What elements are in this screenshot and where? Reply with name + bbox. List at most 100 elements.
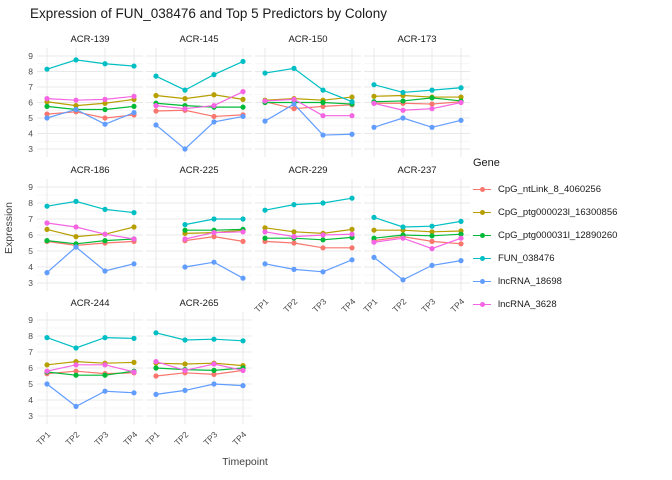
data-point xyxy=(131,210,137,216)
series-points-FUN_038476 xyxy=(262,195,355,213)
series-points-FUN_038476 xyxy=(371,214,464,230)
series-points-lncRNA_3628 xyxy=(44,362,137,375)
series-line-CpG_ptg000031l_12890260 xyxy=(373,97,462,103)
series-points-lncRNA_18698 xyxy=(44,381,137,409)
x-tick-label: TP2 xyxy=(63,429,81,447)
series-line-CpG_ntLink_8_4060256 xyxy=(373,235,462,245)
data-point xyxy=(131,261,137,267)
x-axis-title: Timepoint xyxy=(222,456,268,468)
data-point xyxy=(211,234,217,240)
series-line-FUN_038476 xyxy=(373,216,462,228)
data-point xyxy=(349,231,355,237)
data-point xyxy=(371,239,377,245)
data-point xyxy=(153,365,159,371)
data-point xyxy=(44,226,50,232)
data-point xyxy=(400,224,406,230)
data-point xyxy=(102,100,108,106)
legend-entries: CpG_ntLink_8_4060256 CpG_ptg000023l_16300… xyxy=(473,178,617,316)
facet-ACR-186: ACR-186 3 4 5 6 7 8 9 xyxy=(28,165,143,291)
data-point xyxy=(102,372,108,378)
series-line-CpG_ptg000031l_12890260 xyxy=(265,101,353,105)
plot-title: Expression of FUN_038476 and Top 5 Predi… xyxy=(30,6,387,21)
series-points-lncRNA_18698 xyxy=(44,244,137,276)
facet-title: ACR-145 xyxy=(179,34,218,45)
data-point xyxy=(73,403,79,409)
y-tick-label: 5 xyxy=(28,379,33,389)
x-tick-label: TP3 xyxy=(419,296,437,314)
series-points-lncRNA_18698 xyxy=(371,254,464,283)
series-points-FUN_038476 xyxy=(44,335,137,351)
data-point xyxy=(131,63,137,69)
legend-key-icon xyxy=(473,277,491,287)
legend-key-icon xyxy=(473,231,491,241)
data-point xyxy=(211,336,217,342)
y-tick-label: 7 xyxy=(28,214,33,224)
data-point xyxy=(320,245,326,251)
data-point xyxy=(131,93,137,99)
series-line-CpG_ptg000023l_16300856 xyxy=(155,94,244,100)
series-line-lncRNA_3628 xyxy=(373,237,462,250)
series-points-CpG_ptg000031l_12890260 xyxy=(371,231,464,241)
series-line-FUN_038476 xyxy=(264,197,353,211)
data-point xyxy=(182,87,188,93)
data-point xyxy=(44,66,50,72)
legend-entry: FUN_038476 xyxy=(473,247,617,270)
data-point xyxy=(240,104,246,110)
series-line-FUN_038476 xyxy=(46,336,135,349)
data-point xyxy=(102,388,108,394)
data-point xyxy=(349,195,355,201)
x-tick-label: TP1 xyxy=(34,429,52,447)
x-tick-label: TP1 xyxy=(143,429,161,447)
data-point xyxy=(44,96,50,102)
series-line-lncRNA_18698 xyxy=(373,256,462,281)
data-point xyxy=(211,216,217,222)
series-line-CpG_ptg000031l_12890260 xyxy=(46,370,135,376)
x-tick-label: TP4 xyxy=(339,296,357,314)
y-tick-label: 5 xyxy=(28,113,33,123)
data-point xyxy=(429,223,435,229)
data-point xyxy=(371,227,377,233)
series-line-CpG_ptg000031l_12890260 xyxy=(155,102,243,108)
data-point xyxy=(458,231,464,237)
legend-title: Gene xyxy=(473,157,500,169)
series-line-CpG_ptg000031l_12890260 xyxy=(373,233,462,239)
data-point xyxy=(73,103,79,109)
data-point xyxy=(44,220,50,226)
series-line-CpG_ptg000023l_16300856 xyxy=(46,226,135,238)
data-point xyxy=(44,238,50,244)
data-point xyxy=(102,106,108,113)
data-point xyxy=(291,65,297,71)
series-points-FUN_038476 xyxy=(44,198,137,216)
data-point xyxy=(131,103,137,109)
data-point xyxy=(320,87,326,93)
data-point xyxy=(429,233,435,239)
data-point xyxy=(211,361,217,367)
data-point xyxy=(182,227,188,233)
y-tick-label: 9 xyxy=(28,182,33,192)
data-point xyxy=(262,70,268,76)
series-line-CpG_ntLink_8_4060256 xyxy=(155,369,244,377)
facet-title: ACR-225 xyxy=(179,165,218,176)
y-tick-label: 8 xyxy=(28,198,33,208)
data-point xyxy=(102,231,108,237)
data-point xyxy=(44,381,50,387)
series-line-FUN_038476 xyxy=(155,332,244,342)
data-point xyxy=(320,237,326,243)
data-point xyxy=(458,117,464,123)
data-point xyxy=(73,97,79,103)
data-point xyxy=(182,264,188,270)
data-point xyxy=(429,106,435,112)
legend-key-icon xyxy=(473,254,491,264)
data-point xyxy=(458,85,464,91)
series-points-lncRNA_18698 xyxy=(262,101,355,138)
data-point xyxy=(102,121,108,127)
y-tick-label: 3 xyxy=(28,144,33,154)
data-point xyxy=(262,261,268,267)
data-point xyxy=(211,72,217,78)
legend-key-icon xyxy=(473,300,491,310)
data-point xyxy=(182,337,188,343)
series-line-CpG_ptg000023l_16300856 xyxy=(264,96,353,101)
data-point xyxy=(429,87,435,93)
series-points-FUN_038476 xyxy=(153,58,246,93)
y-tick-label: 8 xyxy=(28,331,33,341)
